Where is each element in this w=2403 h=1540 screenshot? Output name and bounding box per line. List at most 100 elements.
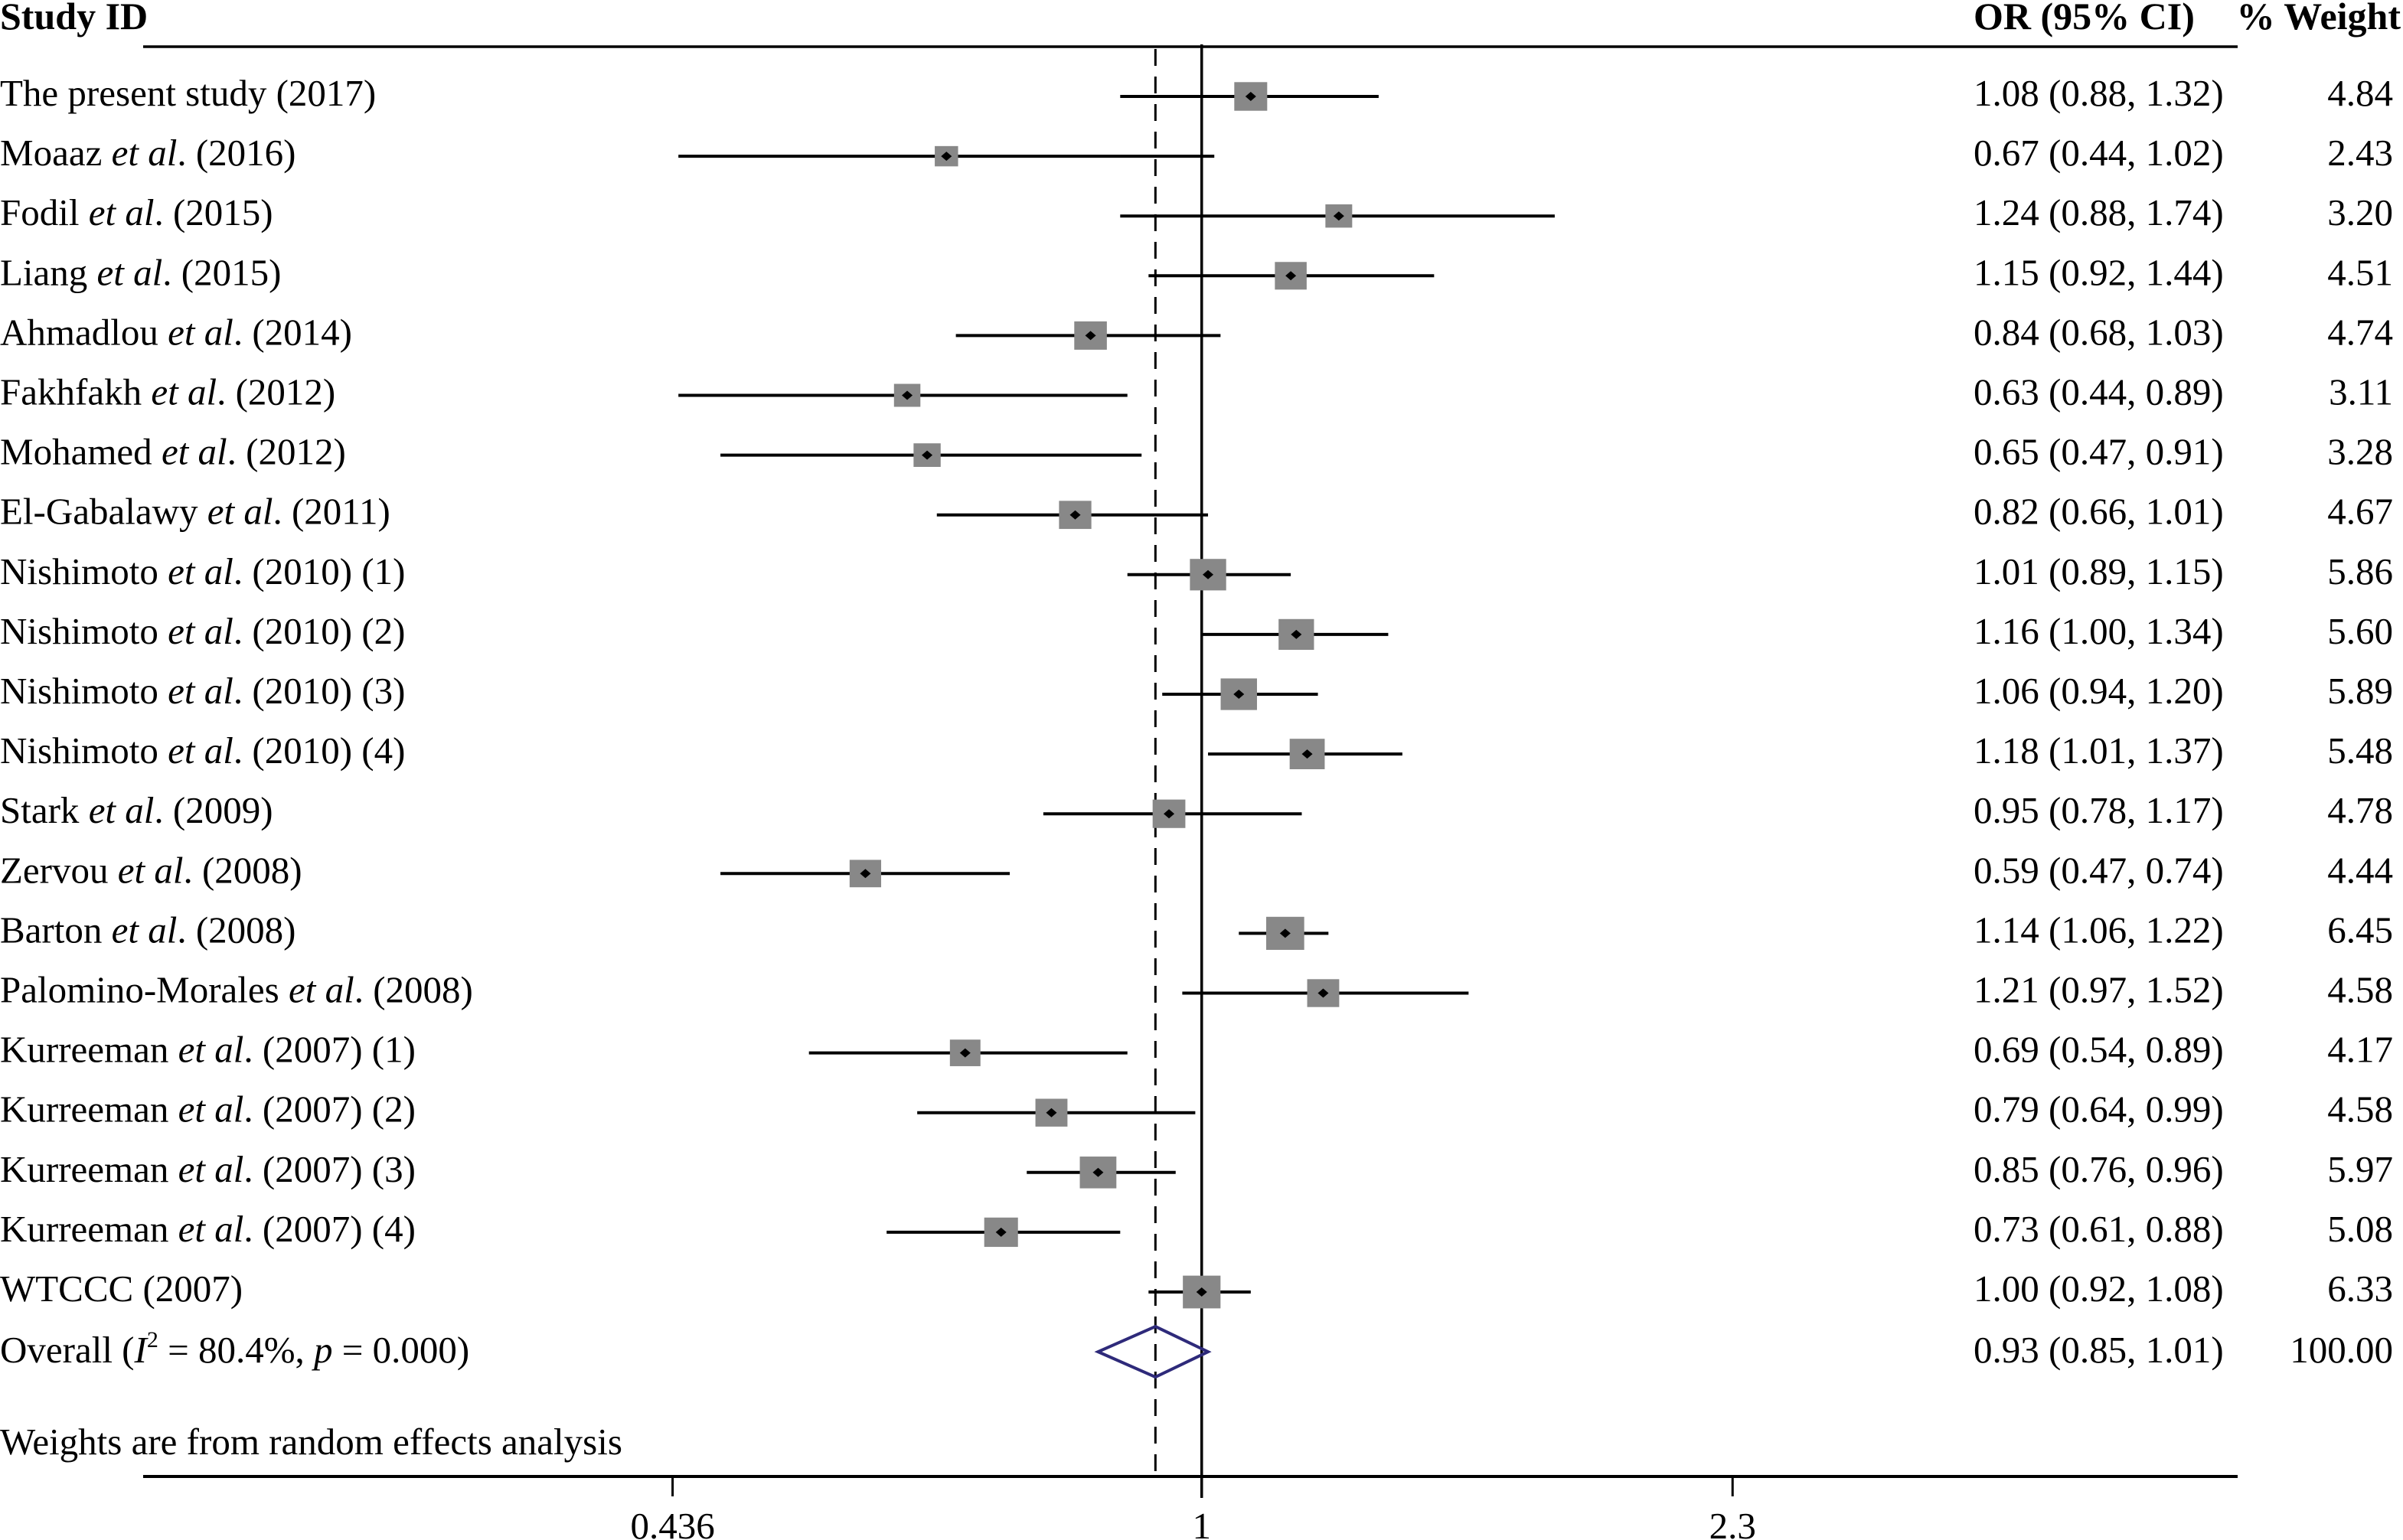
point-estimate-marker	[860, 869, 871, 879]
weight-value: 4.74	[2327, 311, 2393, 353]
study-row: Kurreeman et al. (2007) (3) 0.85 (0.76, 0…	[0, 1148, 2393, 1190]
or-ci-value: 1.14 (1.06, 1.22)	[1974, 909, 2224, 951]
study-label: Barton et al. (2008)	[0, 909, 296, 951]
point-estimate-marker	[1245, 92, 1256, 101]
weight-value: 3.20	[2327, 191, 2393, 233]
point-estimate-marker	[1085, 331, 1096, 341]
study-label: Fodil et al. (2015)	[0, 191, 273, 233]
or-ci-value: 0.84 (0.68, 1.03)	[1974, 311, 2224, 353]
study-row: Kurreeman et al. (2007) (1) 0.69 (0.54, 0…	[0, 1029, 2393, 1071]
weight-value: 6.33	[2327, 1268, 2393, 1310]
weight-value: 4.58	[2327, 969, 2393, 1011]
study-label: Zervou et al. (2008)	[0, 849, 302, 891]
point-estimate-marker	[1233, 690, 1245, 699]
weight-value: 5.97	[2327, 1148, 2393, 1190]
or-ci-value: 1.16 (1.00, 1.34)	[1974, 610, 2224, 652]
or-ci-value: 0.69 (0.54, 0.89)	[1974, 1029, 2224, 1071]
header-study-id: Study ID	[0, 0, 148, 38]
or-ci-value: 1.15 (0.92, 1.44)	[1974, 251, 2224, 293]
point-estimate-marker	[1333, 211, 1344, 221]
or-ci-value: 0.59 (0.47, 0.74)	[1974, 849, 2224, 891]
study-row: Barton et al. (2008) 1.14 (1.06, 1.22) 6.4…	[0, 909, 2393, 951]
study-label: Kurreeman et al. (2007) (4)	[0, 1208, 416, 1250]
study-row: Nishimoto et al. (2010) (3) 1.06 (0.94, 1…	[0, 670, 2393, 712]
study-row: WTCCC (2007) 1.00 (0.92, 1.08) 6.33	[0, 1268, 2393, 1310]
x-tick-label: 0.436	[630, 1505, 714, 1540]
weight-value: 5.60	[2327, 610, 2393, 652]
study-label: Mohamed et al. (2012)	[0, 431, 346, 473]
weight-value: 4.67	[2327, 491, 2393, 533]
study-row: El-Gabalawy et al. (2011) 0.82 (0.66, 1.0…	[0, 491, 2393, 533]
weight-value: 5.48	[2327, 729, 2393, 772]
study-row: Fakhfakh et al. (2012) 0.63 (0.44, 0.89) 3…	[0, 371, 2393, 413]
or-ci-value: 0.85 (0.76, 0.96)	[1974, 1148, 2224, 1190]
or-ci-value: 1.08 (0.88, 1.32)	[1974, 72, 2224, 114]
study-row: Palomino-Morales et al. (2008) 1.21 (0.97…	[0, 969, 2393, 1011]
weight-value: 4.78	[2327, 789, 2393, 831]
point-estimate-marker	[1092, 1167, 1104, 1177]
study-label: Kurreeman et al. (2007) (2)	[0, 1088, 416, 1131]
or-ci-value: 1.01 (0.89, 1.15)	[1974, 550, 2224, 592]
study-row: Ahmadlou et al. (2014) 0.84 (0.68, 1.03) 4…	[0, 311, 2393, 353]
or-ci-value: 1.18 (1.01, 1.37)	[1974, 729, 2224, 772]
study-row: Fodil et al. (2015) 1.24 (0.88, 1.74) 3.20	[0, 191, 2393, 233]
weight-value: 4.84	[2327, 72, 2393, 114]
study-row: Stark et al. (2009) 0.95 (0.78, 1.17) 4.78	[0, 789, 2393, 831]
or-ci-value: 1.24 (0.88, 1.74)	[1974, 191, 2224, 233]
study-label: Nishimoto et al. (2010) (2)	[0, 610, 405, 652]
point-estimate-marker	[922, 450, 933, 460]
point-estimate-marker	[1164, 809, 1175, 819]
study-row: Moaaz et al. (2016) 0.67 (0.44, 1.02) 2.43	[0, 132, 2393, 174]
study-row: The present study (2017) 1.08 (0.88, 1.32…	[0, 72, 2393, 114]
study-label: Palomino-Morales et al. (2008)	[0, 969, 473, 1011]
point-estimate-marker	[1069, 510, 1081, 520]
study-label: The present study (2017)	[0, 72, 376, 114]
study-label: Ahmadlou et al. (2014)	[0, 311, 352, 353]
or-ci-value: 1.06 (0.94, 1.20)	[1974, 670, 2224, 712]
or-ci-value: 0.67 (0.44, 1.02)	[1974, 132, 2224, 174]
weight-value: 5.89	[2327, 670, 2393, 712]
point-estimate-marker	[1203, 569, 1214, 579]
or-ci-value: 1.00 (0.92, 1.08)	[1974, 1268, 2224, 1310]
weight-value: 4.58	[2327, 1088, 2393, 1131]
point-estimate-marker	[1279, 928, 1291, 938]
point-estimate-marker	[1317, 988, 1329, 998]
weight-value: 4.51	[2327, 251, 2393, 293]
point-estimate-marker	[959, 1048, 971, 1058]
study-row: Zervou et al. (2008) 0.59 (0.47, 0.74) 4.4…	[0, 849, 2393, 891]
weight-value: 3.11	[2329, 371, 2393, 413]
study-row: Nishimoto et al. (2010) (4) 1.18 (1.01, 1…	[0, 729, 2393, 772]
point-estimate-marker	[1046, 1108, 1057, 1117]
point-estimate-marker	[902, 390, 913, 400]
study-label: Nishimoto et al. (2010) (1)	[0, 550, 405, 592]
weight-value: 2.43	[2327, 132, 2393, 174]
point-estimate-marker	[1285, 271, 1297, 281]
study-row: Nishimoto et al. (2010) (2) 1.16 (1.00, 1…	[0, 610, 2393, 652]
study-label: Stark et al. (2009)	[0, 789, 273, 831]
study-row: Liang et al. (2015) 1.15 (0.92, 1.44) 4.51	[0, 251, 2393, 293]
weight-value: 4.17	[2327, 1029, 2393, 1071]
study-label: Moaaz et al. (2016)	[0, 132, 295, 174]
study-label: WTCCC (2007)	[0, 1268, 243, 1310]
study-label: Fakhfakh et al. (2012)	[0, 371, 335, 413]
point-estimate-marker	[1301, 749, 1313, 759]
study-label: Liang et al. (2015)	[0, 251, 281, 293]
header-weight: % Weight	[2237, 0, 2401, 38]
or-ci-value: 1.21 (0.97, 1.52)	[1974, 969, 2224, 1011]
x-tick-label: 1	[1192, 1505, 1211, 1540]
or-ci-value: 0.82 (0.66, 1.01)	[1974, 491, 2224, 533]
study-label: Nishimoto et al. (2010) (3)	[0, 670, 405, 712]
weight-value: 3.28	[2327, 431, 2393, 473]
weight-value: 4.44	[2327, 849, 2393, 891]
point-estimate-marker	[995, 1227, 1007, 1237]
study-label: Kurreeman et al. (2007) (3)	[0, 1148, 416, 1190]
weight-value: 6.45	[2327, 909, 2393, 951]
overall-diamond	[1094, 1324, 1212, 1379]
point-estimate-marker	[1196, 1287, 1207, 1297]
x-tick-label: 2.3	[1709, 1505, 1756, 1540]
point-estimate-marker	[1291, 629, 1302, 639]
or-ci-value: 0.79 (0.64, 0.99)	[1974, 1088, 2224, 1131]
overall-weight-value: 100.00	[2290, 1329, 2393, 1371]
header-or-ci: OR (95% CI)	[1974, 0, 2195, 38]
